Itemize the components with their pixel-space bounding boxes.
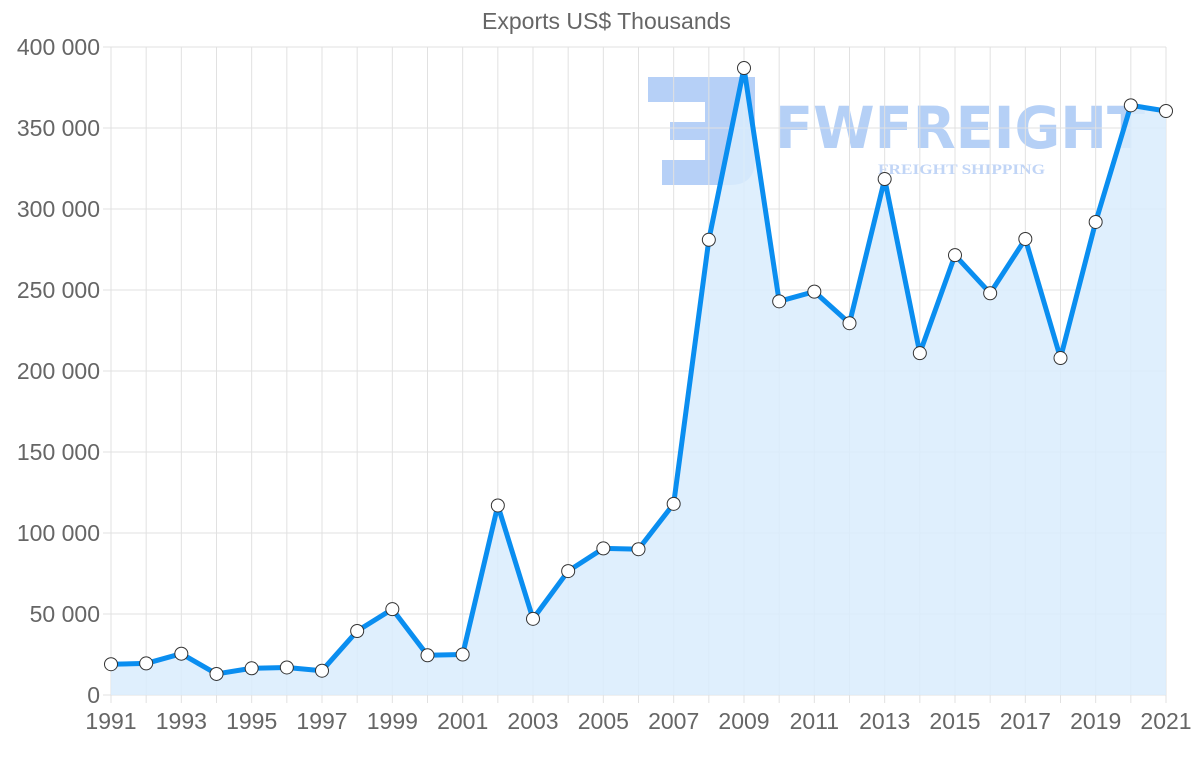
data-point-2011[interactable]: [807, 284, 822, 299]
y-tick-label: 350 000: [17, 115, 100, 141]
data-point-2016[interactable]: [983, 286, 998, 301]
x-tick-label: 2001: [437, 708, 488, 734]
data-point-2015[interactable]: [948, 248, 962, 263]
y-tick-label: 200 000: [17, 358, 100, 384]
x-tick-label: 2009: [718, 708, 769, 734]
data-point-2008[interactable]: [701, 232, 716, 247]
data-point-2005[interactable]: [596, 541, 611, 556]
x-tick-label: 2005: [578, 708, 629, 734]
watermark-tagline-text: FREIGHT SHIPPING: [878, 162, 1045, 178]
x-tick-label: 1991: [85, 708, 136, 734]
data-point-2017[interactable]: [1018, 231, 1033, 246]
x-tick-label: 1995: [226, 708, 277, 734]
x-tick-label: 1997: [296, 708, 347, 734]
y-tick-label: 300 000: [17, 196, 100, 222]
chart-title: Exports US$ Thousands: [482, 8, 731, 34]
x-tick-label: 2017: [1000, 708, 1051, 734]
data-point-2020[interactable]: [1123, 98, 1138, 113]
data-point-2014[interactable]: [912, 346, 927, 361]
x-axis-labels: 1991 1993 1995 1997 1999 2001 2003 2005 2007 2009…: [85, 708, 1191, 734]
data-point-2002[interactable]: [490, 498, 505, 513]
data-point-2006[interactable]: [631, 542, 646, 557]
data-point-2013[interactable]: [877, 172, 892, 187]
data-point-2019[interactable]: [1088, 214, 1103, 229]
data-point-2010[interactable]: [772, 294, 787, 309]
x-tick-label: 2013: [859, 708, 910, 734]
y-tick-label: 100 000: [17, 520, 100, 546]
data-point-1992[interactable]: [139, 656, 154, 671]
y-tick-label: 50 000: [30, 601, 100, 627]
x-tick-label: 1999: [367, 708, 418, 734]
x-tick-label: 2003: [507, 708, 558, 734]
y-tick-label: 400 000: [17, 34, 100, 60]
x-tick-label: 2007: [648, 708, 699, 734]
x-tick-label: 2019: [1070, 708, 1121, 734]
data-point-2012[interactable]: [842, 316, 857, 331]
data-point-2000[interactable]: [420, 648, 435, 663]
data-point-1994[interactable]: [209, 666, 224, 681]
data-point-2018[interactable]: [1053, 351, 1068, 366]
y-tick-label: 0: [87, 682, 100, 708]
x-tick-label: 2011: [790, 708, 839, 734]
y-axis-labels: 0 50 000 100 000 150 000 200 000 250 000 300 0…: [17, 34, 100, 708]
data-point-2003[interactable]: [526, 611, 540, 626]
data-point-2009[interactable]: [737, 61, 751, 76]
data-point-1997[interactable]: [315, 663, 329, 678]
y-tick-label: 150 000: [17, 439, 100, 465]
data-point-1996[interactable]: [279, 660, 294, 675]
data-point-1991[interactable]: [104, 657, 118, 672]
data-point-1998[interactable]: [350, 624, 365, 639]
data-point-2007[interactable]: [666, 496, 681, 511]
x-tick-label: 1993: [156, 708, 207, 734]
data-point-1995[interactable]: [244, 661, 259, 676]
data-point-1999[interactable]: [385, 602, 400, 617]
y-tick-label: 250 000: [17, 277, 100, 303]
area-fill: [111, 68, 1166, 695]
data-point-2001[interactable]: [455, 647, 470, 662]
x-tick-label: 2015: [929, 708, 980, 734]
data-point-2021[interactable]: [1159, 103, 1173, 118]
data-point-2004[interactable]: [561, 564, 576, 579]
data-points: [104, 61, 1173, 681]
x-tick-label: 2021: [1140, 708, 1191, 734]
data-point-1993[interactable]: [174, 646, 189, 661]
